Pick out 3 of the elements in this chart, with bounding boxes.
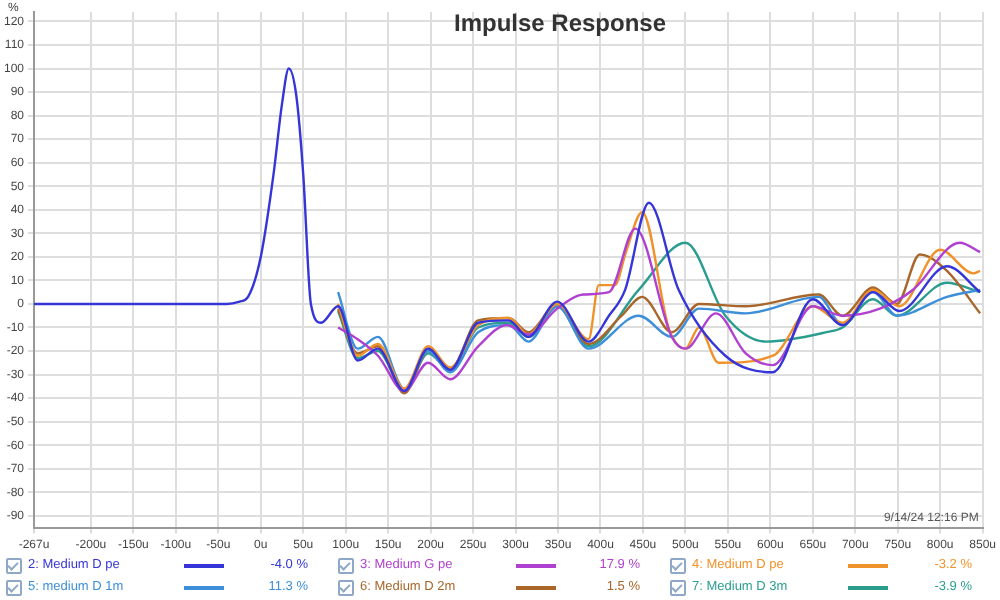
line-series	[336, 288, 982, 390]
line-series	[34, 67, 982, 393]
chart-title: Impulse Response	[453, 8, 667, 37]
